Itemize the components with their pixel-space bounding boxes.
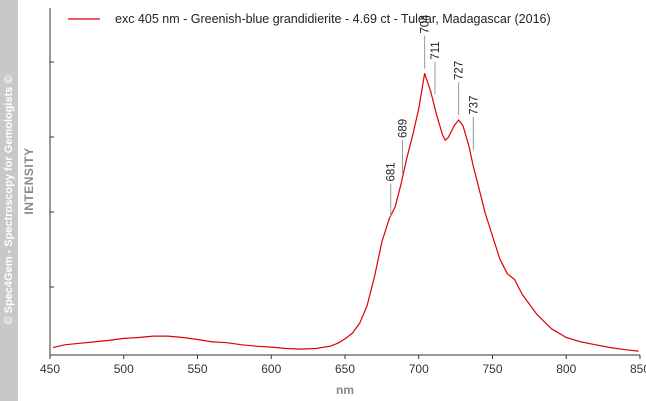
x-tick-label: 800 (556, 362, 576, 376)
peak-label: 711 (430, 41, 442, 59)
peak-label: 689 (398, 119, 410, 138)
x-tick-label: 600 (261, 362, 281, 376)
spectrum-line (52, 73, 639, 352)
x-tick-label: 550 (187, 362, 207, 376)
side-strip: © Spec4Gem - Spectroscopy for Gemologist… (0, 0, 18, 401)
peak-label: 704 (420, 14, 432, 34)
x-tick-label: 750 (482, 362, 502, 376)
x-tick-label: 450 (40, 362, 60, 376)
x-tick-label: 850 (630, 362, 646, 376)
peak-label: 727 (454, 61, 466, 80)
x-tick-label: 650 (335, 362, 355, 376)
legend-label: exc 405 nm - Greenish-blue grandidierite… (115, 12, 551, 26)
peak-label: 681 (386, 162, 398, 181)
peak-label: 737 (468, 96, 480, 115)
x-tick-label: 500 (114, 362, 134, 376)
x-axis-label: nm (336, 383, 354, 397)
x-tick-label: 700 (409, 362, 429, 376)
